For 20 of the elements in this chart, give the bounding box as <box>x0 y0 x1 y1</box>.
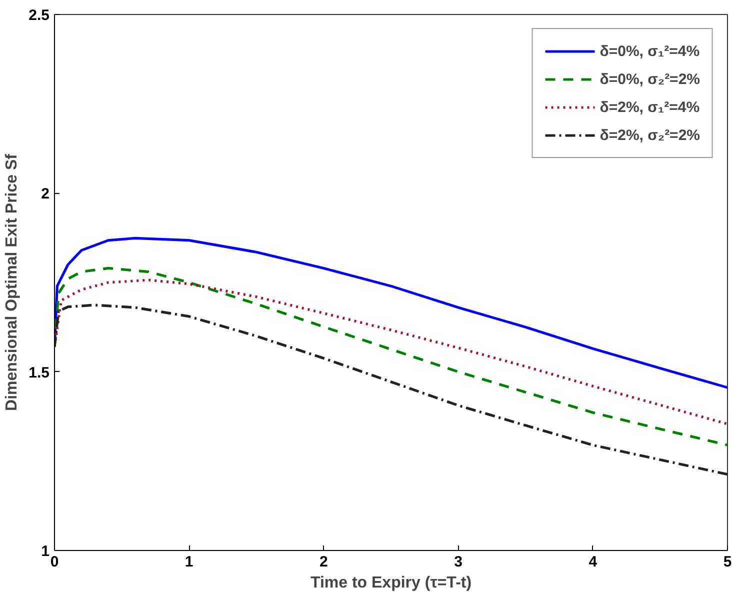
y-tick-label: 2 <box>41 186 50 203</box>
line-series <box>54 236 728 389</box>
legend-label: δ=0%, σ₁²=4% <box>600 42 700 60</box>
x-tick-label: 5 <box>723 554 732 570</box>
y-tick-label: 2.5 <box>28 7 50 24</box>
legend-label: δ=0%, σ₂²=2% <box>600 70 700 88</box>
x-tick-label: 0 <box>50 554 59 570</box>
x-tick-label: 2 <box>320 554 328 570</box>
x-tick-label: 3 <box>454 554 462 570</box>
line-series <box>54 304 728 476</box>
y-tick-label: 1 <box>41 543 50 560</box>
line-series <box>54 278 728 426</box>
line-series <box>54 266 728 446</box>
y-axis-title: Dimensional Optimal Exit Price Sf <box>4 153 21 411</box>
y-tick-label: 1.5 <box>28 364 50 382</box>
legend-label: δ=2%, σ₂²=2% <box>600 126 700 144</box>
x-tick-label: 1 <box>184 554 194 570</box>
legend-label: δ=2%, σ₁²=4% <box>600 98 700 116</box>
x-axis-title: Time to Expiry (τ=T-t) <box>310 574 472 592</box>
x-tick-label: 4 <box>588 554 598 570</box>
